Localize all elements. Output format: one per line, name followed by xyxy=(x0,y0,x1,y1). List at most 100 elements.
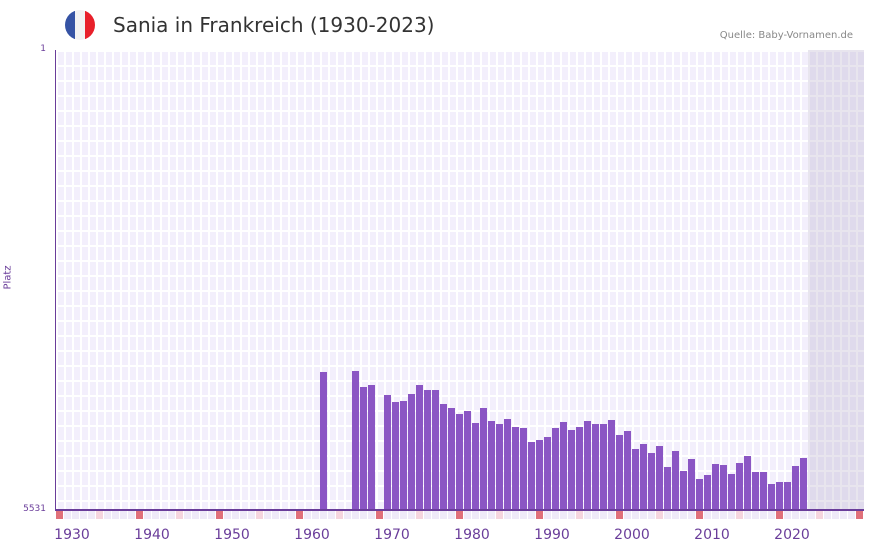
bar-1987[interactable] xyxy=(528,441,535,510)
year-marker xyxy=(464,511,471,519)
year-marker xyxy=(752,511,759,519)
bar-2009[interactable] xyxy=(704,474,711,510)
year-marker xyxy=(712,511,719,519)
x-tick-label: 1960 xyxy=(294,527,330,543)
bar-1976[interactable] xyxy=(440,403,447,510)
bar-2010[interactable] xyxy=(712,463,719,510)
bar-1993[interactable] xyxy=(576,426,583,510)
bar-1984[interactable] xyxy=(504,418,511,510)
bar-1978[interactable] xyxy=(456,413,463,510)
year-marker xyxy=(176,511,183,519)
year-marker xyxy=(456,511,463,519)
bar-1994[interactable] xyxy=(584,420,591,510)
bar-1981[interactable] xyxy=(480,407,487,510)
year-marker xyxy=(472,511,479,519)
bar-1982[interactable] xyxy=(488,420,495,510)
bar-1996[interactable] xyxy=(600,423,607,510)
year-marker xyxy=(760,511,767,519)
year-marker xyxy=(824,511,831,519)
bar-1986[interactable] xyxy=(520,427,527,510)
x-tick-label: 1950 xyxy=(214,527,250,543)
year-marker xyxy=(688,511,695,519)
bar-1971[interactable] xyxy=(400,400,407,510)
bar-1967[interactable] xyxy=(368,384,375,510)
bar-1997[interactable] xyxy=(608,419,615,510)
bar-2015[interactable] xyxy=(752,471,759,510)
year-marker xyxy=(336,511,343,519)
year-marker xyxy=(816,511,823,519)
bar-2014[interactable] xyxy=(744,455,751,510)
future-shade xyxy=(808,50,864,510)
bar-1965[interactable] xyxy=(352,370,359,510)
bar-2016[interactable] xyxy=(760,471,767,510)
bar-2006[interactable] xyxy=(680,470,687,510)
bar-2017[interactable] xyxy=(768,483,775,510)
year-marker xyxy=(536,511,543,519)
bar-1975[interactable] xyxy=(432,389,439,510)
y-axis-label: Platz xyxy=(2,265,14,290)
year-marker xyxy=(784,511,791,519)
year-marker xyxy=(520,511,527,519)
bar-1973[interactable] xyxy=(416,384,423,510)
bar-1983[interactable] xyxy=(496,423,503,510)
bar-2011[interactable] xyxy=(720,464,727,510)
bar-2019[interactable] xyxy=(784,481,791,510)
bar-1998[interactable] xyxy=(616,434,623,510)
bar-1985[interactable] xyxy=(512,426,519,510)
bar-1972[interactable] xyxy=(408,393,415,510)
year-marker xyxy=(392,511,399,519)
bar-1974[interactable] xyxy=(424,389,431,510)
year-marker xyxy=(248,511,255,519)
bar-1969[interactable] xyxy=(384,394,391,510)
bar-1980[interactable] xyxy=(472,422,479,510)
bar-1979[interactable] xyxy=(464,410,471,510)
x-tick-label: 1970 xyxy=(374,527,410,543)
bar-2007[interactable] xyxy=(688,458,695,510)
x-tick-label: 1980 xyxy=(454,527,490,543)
year-marker xyxy=(432,511,439,519)
bar-2000[interactable] xyxy=(632,448,639,510)
bar-1990[interactable] xyxy=(552,427,559,510)
year-marker xyxy=(296,511,303,519)
france-flag-icon xyxy=(65,10,95,40)
year-marker xyxy=(776,511,783,519)
bar-1991[interactable] xyxy=(560,421,567,510)
year-marker xyxy=(680,511,687,519)
bar-1999[interactable] xyxy=(624,430,631,510)
year-marker xyxy=(352,511,359,519)
bar-1961[interactable] xyxy=(320,371,327,510)
bar-1966[interactable] xyxy=(360,386,367,510)
year-marker xyxy=(160,511,167,519)
bar-2001[interactable] xyxy=(640,443,647,510)
year-marker xyxy=(552,511,559,519)
year-marker xyxy=(224,511,231,519)
bar-2013[interactable] xyxy=(736,462,743,510)
bar-2005[interactable] xyxy=(672,450,679,510)
bar-2002[interactable] xyxy=(648,452,655,510)
bar-1970[interactable] xyxy=(392,401,399,510)
bar-1988[interactable] xyxy=(536,439,543,510)
bar-2012[interactable] xyxy=(728,473,735,510)
year-marker xyxy=(664,511,671,519)
year-marker xyxy=(608,511,615,519)
year-marker xyxy=(832,511,839,519)
bar-2004[interactable] xyxy=(664,466,671,510)
year-marker xyxy=(136,511,143,519)
year-marker xyxy=(112,511,119,519)
year-marker xyxy=(424,511,431,519)
bar-1977[interactable] xyxy=(448,407,455,510)
bar-2008[interactable] xyxy=(696,478,703,510)
year-marker xyxy=(568,511,575,519)
bar-1995[interactable] xyxy=(592,423,599,510)
bar-2021[interactable] xyxy=(800,457,807,510)
year-marker xyxy=(848,511,855,519)
bar-2020[interactable] xyxy=(792,465,799,510)
bar-2003[interactable] xyxy=(656,445,663,510)
year-marker xyxy=(624,511,631,519)
year-marker xyxy=(344,511,351,519)
bar-1992[interactable] xyxy=(568,429,575,510)
year-marker xyxy=(312,511,319,519)
bar-2018[interactable] xyxy=(776,481,783,510)
bar-1989[interactable] xyxy=(544,436,551,510)
x-tick-label: 1940 xyxy=(134,527,170,543)
